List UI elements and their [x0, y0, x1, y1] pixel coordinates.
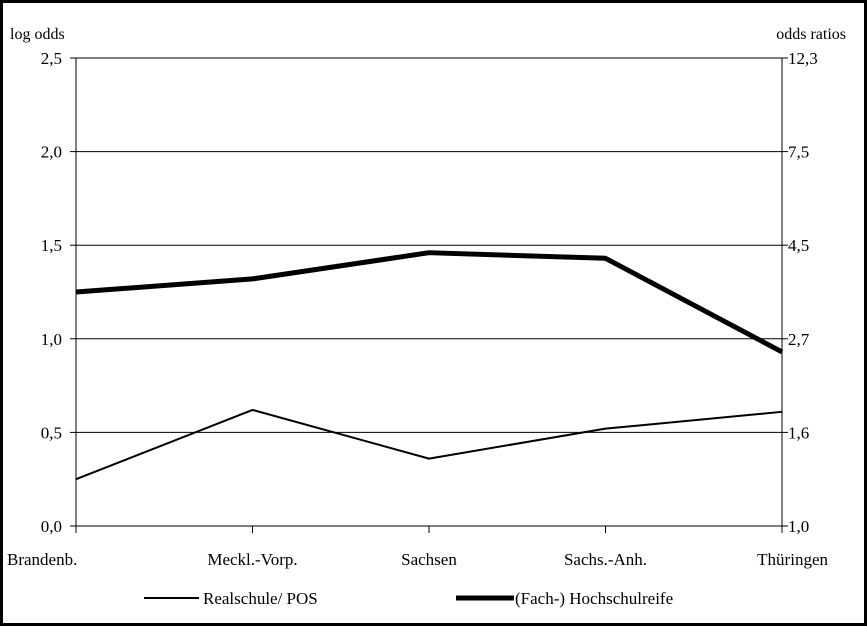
y2-tick-label: 7,5 — [788, 143, 809, 162]
x-tick-label: Brandenb. — [7, 550, 77, 569]
y-tick-label: 1,0 — [41, 330, 62, 349]
data-point — [781, 351, 783, 353]
y-tick-label: 0,5 — [41, 423, 62, 442]
data-point — [428, 252, 430, 254]
y2-tick-label: 12,3 — [788, 49, 818, 68]
y-tick-label: 2,0 — [41, 143, 62, 162]
data-point — [252, 278, 253, 280]
series-line-hochschulreife — [75, 250, 784, 355]
secondary-y-axis-label: odds ratios — [776, 26, 846, 43]
y2-tick-label: 4,5 — [788, 236, 809, 255]
x-tick-label: Sachs.-Anh. — [564, 550, 647, 569]
data-point — [605, 428, 606, 430]
x-tick-label: Sachsen — [401, 550, 457, 569]
series-line-realschule — [75, 408, 783, 481]
x-tick-label: Thüringen — [757, 550, 828, 569]
y-axis-label: log odds — [10, 26, 65, 43]
legend: Realschule/ POS (Fach-) Hochschulreife — [144, 589, 673, 608]
x-tick-label: Meckl.-Vorp. — [207, 550, 297, 569]
y-tick-label: 0,0 — [41, 517, 62, 536]
data-point — [428, 458, 430, 460]
data-point — [75, 291, 77, 293]
data-point — [75, 478, 77, 480]
y2-tick-label: 1,6 — [788, 423, 809, 442]
data-point — [781, 411, 783, 413]
secondary-y-tick-labels: 1,0 1,6 2,7 4,5 7,5 12,3 — [788, 49, 818, 536]
x-ticks: Brandenb. Meckl.-Vorp. Sachsen Sachs.-Anh. T… — [7, 526, 828, 569]
data-point — [605, 257, 606, 259]
y-tick-label: 2,5 — [41, 49, 62, 68]
legend-label: (Fach-) Hochschulreife — [515, 589, 673, 608]
y2-tick-label: 1,0 — [788, 517, 809, 536]
data-point — [252, 409, 253, 411]
gridlines — [70, 57, 788, 527]
y-tick-label: 1,5 — [41, 236, 62, 255]
y-tick-labels: 0,0 0,5 1,0 1,5 2,0 2,5 — [41, 49, 62, 536]
y2-tick-label: 2,7 — [788, 330, 810, 349]
legend-label: Realschule/ POS — [203, 589, 318, 608]
series-lines — [75, 250, 784, 481]
